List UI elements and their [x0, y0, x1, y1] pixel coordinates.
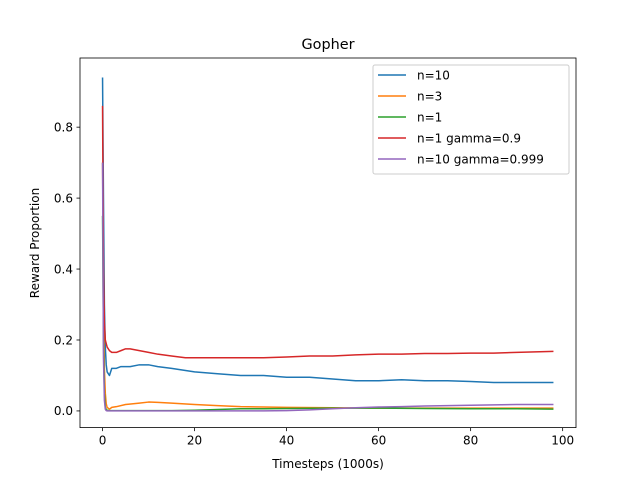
legend-box [372, 64, 570, 175]
y-tick-label: 0.8 [54, 120, 73, 134]
legend: n=10 n=3 n=1 n=1 gamma=0.9 n=10 gamma=0.999 [372, 64, 570, 175]
series-line-5 [101, 162, 554, 412]
x-axis-label: Timesteps (1000s) [271, 457, 384, 471]
legend-label: n=1 gamma=0.9 [417, 131, 521, 145]
y-axis-ticks: 0.0 0.2 0.4 0.6 0.8 [54, 120, 80, 418]
series-line-4 [101, 105, 554, 359]
x-axis-ticks: 0 20 40 60 80 100 [99, 427, 574, 448]
legend-label: n=3 [417, 89, 442, 103]
x-tick-label: 60 [371, 434, 386, 448]
x-tick-label: 20 [187, 434, 202, 448]
y-tick-label: 0.0 [54, 404, 73, 418]
legend-label: n=10 gamma=0.999 [417, 152, 544, 166]
y-tick-label: 0.2 [54, 333, 73, 347]
legend-label: n=1 [417, 110, 442, 124]
y-axis-label: Reward Proportion [28, 188, 42, 298]
series-line-1 [101, 77, 554, 384]
x-tick-label: 80 [463, 434, 478, 448]
x-tick-label: 40 [279, 434, 294, 448]
chart-title: Gopher [302, 37, 355, 53]
axes-frame [79, 57, 577, 429]
y-tick-label: 0.4 [54, 262, 73, 276]
legend-label: n=10 [417, 68, 450, 82]
x-tick-label: 0 [99, 434, 107, 448]
x-tick-label: 100 [551, 434, 574, 448]
axes: 0 20 40 60 80 100 0.0 0.2 0.4 0.6 0.8 [54, 57, 577, 448]
y-tick-label: 0.6 [54, 191, 73, 205]
plot-area [101, 77, 554, 412]
